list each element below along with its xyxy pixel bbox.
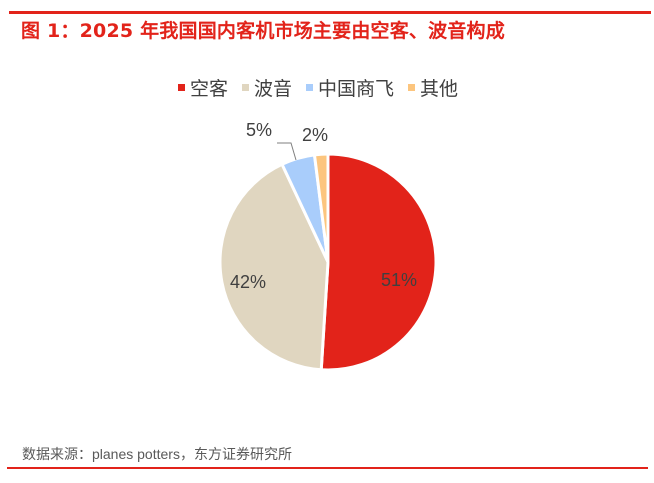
legend-label-comac: 中国商飞 <box>318 78 395 100</box>
source-note: 数据来源：planes potters，东方证券研究所 <box>22 446 292 462</box>
legend-swatch-airbus <box>178 84 185 91</box>
top-rule <box>9 11 651 14</box>
pie-slice-airbus <box>319 152 438 372</box>
pie-slice-boeing <box>218 162 330 372</box>
label-other: 2% <box>302 125 328 145</box>
legend-item-airbus: 空客 <box>178 74 228 101</box>
legend-swatch-other <box>408 84 416 91</box>
legend-swatch-boeing <box>242 84 250 91</box>
legend-label-airbus: 空客 <box>190 78 229 100</box>
pie-slices <box>218 152 438 372</box>
legend-label-boeing: 波音 <box>254 78 293 100</box>
label-boeing: 42% <box>230 272 266 292</box>
pie-slice-other <box>312 152 330 264</box>
chart-legend: 空客 波音 中国商飞 其他 <box>178 74 472 101</box>
legend-label-other: 其他 <box>420 78 459 100</box>
leader-line-comac <box>277 142 297 161</box>
bottom-rule <box>7 467 648 469</box>
chart-title: 图 1：2025 年我国国内客机市场主要由空客、波音构成 <box>21 20 505 42</box>
label-comac: 5% <box>246 120 272 140</box>
legend-item-comac: 中国商飞 <box>306 74 394 101</box>
label-airbus: 51% <box>381 270 417 290</box>
legend-item-boeing: 波音 <box>242 74 292 101</box>
legend-swatch-comac <box>306 84 314 91</box>
legend-item-other: 其他 <box>408 74 458 101</box>
